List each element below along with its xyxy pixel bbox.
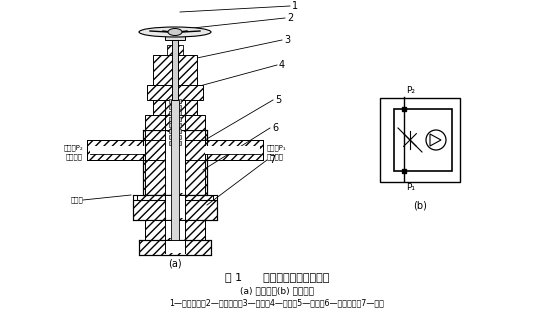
Ellipse shape <box>168 29 182 36</box>
Text: （反进）: （反进） <box>66 154 83 160</box>
Bar <box>133 200 217 220</box>
Text: (a) 结构图；(b) 图形符号: (a) 结构图；(b) 图形符号 <box>240 286 314 295</box>
Bar <box>169 123 181 127</box>
Text: 节流口: 节流口 <box>70 197 83 203</box>
Text: 1—调节手轮；2—调节螺钉；3—螺盖；4—阀芯；5—阀体；6—复位弹簧；7—端盖: 1—调节手轮；2—调节螺钉；3—螺盖；4—阀芯；5—阀体；6—复位弹簧；7—端盖 <box>170 298 384 307</box>
Text: 4: 4 <box>279 60 285 70</box>
Bar <box>143 130 207 195</box>
Bar <box>380 98 460 182</box>
Bar <box>165 241 185 253</box>
Text: 进油口P₁: 进油口P₁ <box>267 145 286 151</box>
Bar <box>167 45 183 55</box>
Text: (a): (a) <box>168 258 182 268</box>
Bar <box>205 146 260 154</box>
Text: (b): (b) <box>413 200 427 210</box>
Bar <box>169 141 181 145</box>
Bar <box>205 140 263 160</box>
Text: P₁: P₁ <box>406 183 415 192</box>
Bar <box>172 40 178 100</box>
Bar <box>90 146 145 154</box>
Text: 5: 5 <box>275 95 281 105</box>
Bar <box>145 115 205 130</box>
Bar <box>394 109 452 171</box>
Bar <box>165 132 185 193</box>
Text: 2: 2 <box>287 13 293 23</box>
Bar <box>169 99 181 103</box>
Bar <box>147 85 203 100</box>
Bar <box>87 140 145 160</box>
Bar <box>169 105 181 109</box>
Text: 3: 3 <box>284 35 290 45</box>
Bar <box>169 117 181 121</box>
Text: （反出）: （反出） <box>267 154 284 160</box>
Ellipse shape <box>139 27 211 37</box>
Bar <box>165 36 185 40</box>
Bar <box>153 100 197 115</box>
Bar <box>169 111 181 115</box>
Text: 出油口P₂: 出油口P₂ <box>63 145 83 151</box>
Bar <box>165 196 185 218</box>
Bar <box>153 55 197 85</box>
Text: 1: 1 <box>292 1 298 11</box>
Bar <box>137 195 213 200</box>
Bar <box>169 32 181 36</box>
Text: 7: 7 <box>269 155 275 165</box>
Bar <box>139 240 211 255</box>
Bar <box>165 221 185 238</box>
Text: 6: 6 <box>272 123 278 133</box>
Bar <box>145 220 205 240</box>
Bar <box>169 129 181 133</box>
Text: P₂: P₂ <box>406 86 415 95</box>
Text: 图 1      滑阀压差式单向节流阀: 图 1 滑阀压差式单向节流阀 <box>225 272 329 282</box>
Bar <box>171 100 179 240</box>
Bar <box>169 135 181 139</box>
